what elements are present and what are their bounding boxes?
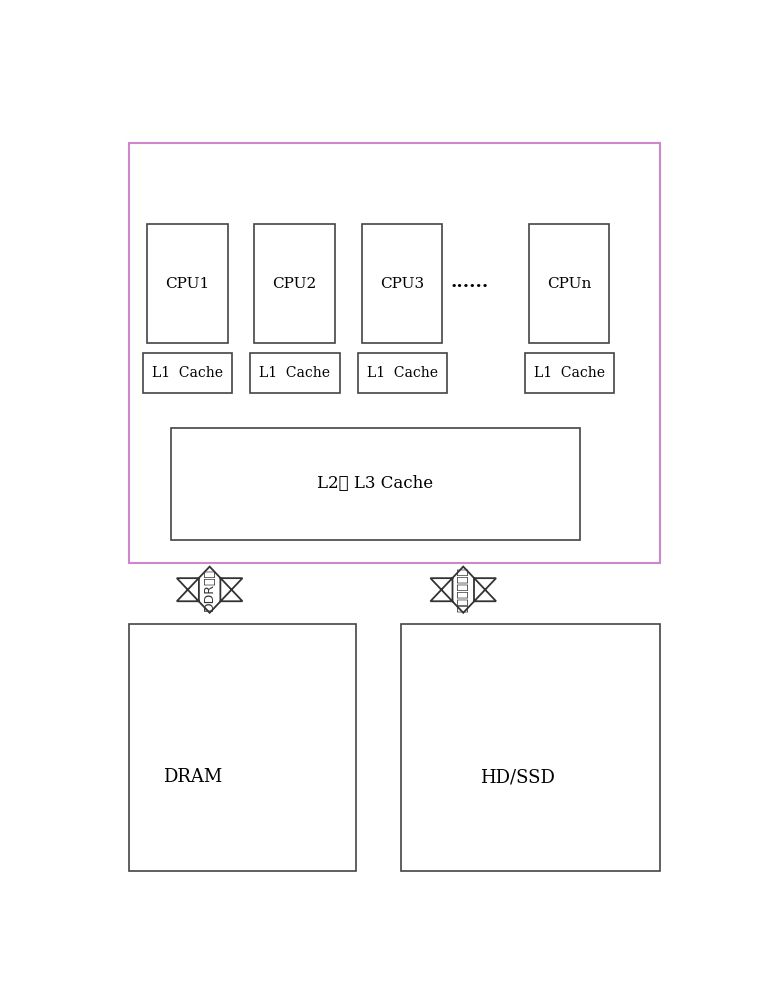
Text: CPU3: CPU3	[380, 277, 424, 291]
Bar	[129, 624, 356, 871]
Bar	[524, 353, 614, 393]
Text: CPUn: CPUn	[547, 277, 591, 291]
Bar	[529, 224, 609, 343]
Bar	[254, 224, 335, 343]
Polygon shape	[177, 567, 243, 613]
Text: 外围设备接口: 外围设备接口	[457, 567, 470, 612]
Text: L2， L3 Cache: L2， L3 Cache	[317, 475, 434, 492]
Bar	[129, 143, 660, 563]
Bar	[250, 353, 340, 393]
Text: ......: ......	[450, 273, 488, 291]
Text: DRAM: DRAM	[163, 768, 223, 786]
Bar	[142, 353, 233, 393]
Bar	[171, 428, 580, 540]
Text: HD/SSD: HD/SSD	[480, 768, 555, 786]
Text: L1  Cache: L1 Cache	[534, 366, 605, 380]
Text: L1  Cache: L1 Cache	[367, 366, 438, 380]
Text: DDR接口: DDR接口	[203, 568, 216, 611]
Bar	[147, 224, 228, 343]
Bar	[357, 353, 447, 393]
Polygon shape	[430, 567, 496, 613]
Text: CPU2: CPU2	[273, 277, 316, 291]
Bar	[362, 224, 442, 343]
Bar	[400, 624, 660, 871]
Text: L1  Cache: L1 Cache	[259, 366, 330, 380]
Text: L1  Cache: L1 Cache	[152, 366, 223, 380]
Text: CPU1: CPU1	[165, 277, 209, 291]
